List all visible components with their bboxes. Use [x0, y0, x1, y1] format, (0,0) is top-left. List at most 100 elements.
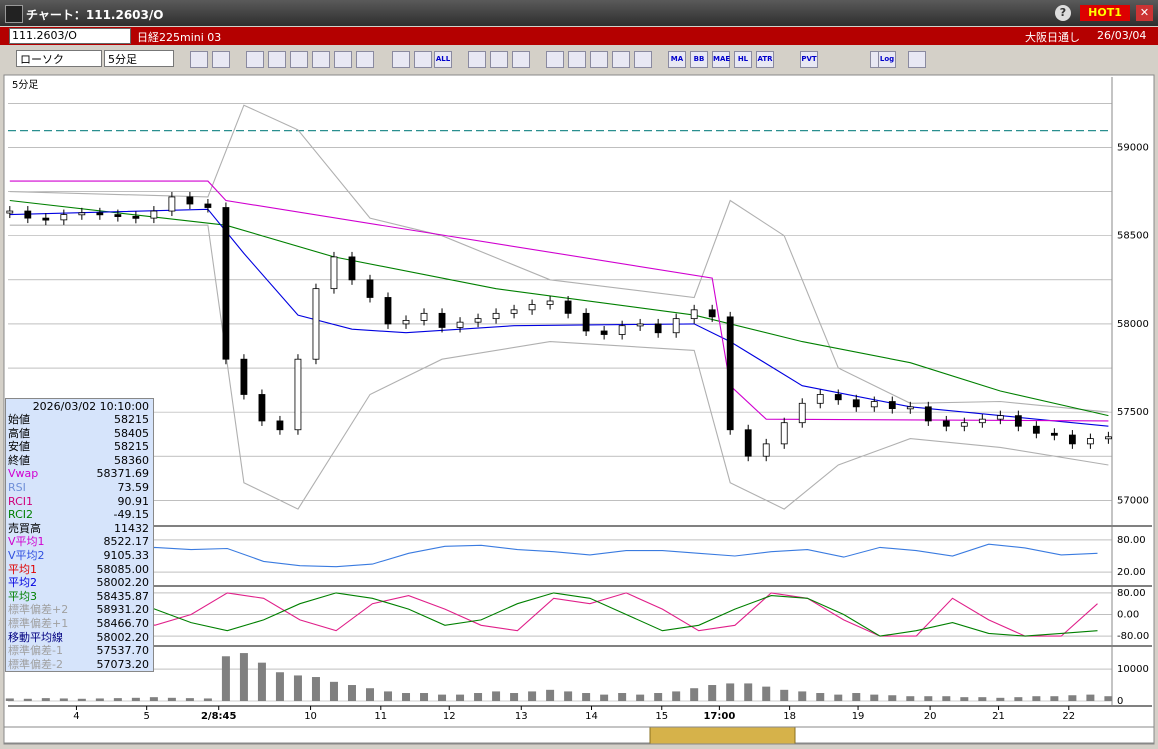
candle: [168, 196, 176, 212]
candle: [978, 418, 986, 424]
tool-button[interactable]: BB: [690, 51, 708, 68]
tool-button[interactable]: PVT: [800, 51, 818, 68]
candle: [564, 300, 572, 314]
tool-button[interactable]: [612, 51, 630, 68]
volume-bar: [5, 698, 14, 702]
symbol-input[interactable]: 111.2603/O: [9, 28, 131, 44]
volume-bar: [726, 683, 735, 702]
volume-bar: [924, 696, 933, 702]
volume-bar: [798, 691, 807, 702]
volume-bar: [564, 691, 573, 702]
info-label: 高値: [8, 426, 30, 440]
tool-button[interactable]: HL: [734, 51, 752, 68]
candle: [384, 297, 392, 325]
candle: [204, 203, 212, 208]
date: 26/03/04: [1097, 29, 1147, 42]
chart-frame: [3, 74, 1155, 744]
candle: [258, 394, 266, 422]
volume-bar: [636, 694, 645, 702]
info-label: 標準偏差+2: [8, 603, 69, 617]
chart-type-select[interactable]: ローソク: [16, 50, 102, 67]
candle: [1014, 415, 1022, 427]
candle: [312, 288, 320, 360]
scroll-thumb[interactable]: [649, 726, 796, 745]
tool-button[interactable]: [634, 51, 652, 68]
x-tick-label: 13: [515, 711, 528, 722]
candle: [330, 256, 338, 290]
info-label: 平均2: [8, 576, 37, 590]
tool-button[interactable]: [568, 51, 586, 68]
x-tick-label: 20: [924, 711, 937, 722]
tool-button[interactable]: [190, 51, 208, 68]
candle: [1068, 434, 1076, 445]
volume-bar: [95, 698, 104, 702]
tool-button[interactable]: [212, 51, 230, 68]
x-tick-label: 10: [304, 711, 317, 722]
help-button[interactable]: ?: [1055, 5, 1071, 21]
hot-badge[interactable]: HOT1: [1080, 5, 1130, 21]
tool-button[interactable]: [290, 51, 308, 68]
symbol-name: 日経225mini 03: [137, 31, 222, 44]
tool-button[interactable]: Log: [878, 51, 896, 68]
volume-bar: [203, 698, 212, 702]
candle: [348, 256, 356, 281]
tool-button[interactable]: [356, 51, 374, 68]
info-timestamp: 2026/03/02 10:10:00: [32, 400, 149, 413]
info-label: Vwap: [8, 467, 39, 481]
tool-button[interactable]: [246, 51, 264, 68]
volume-bar: [257, 662, 266, 702]
tool-button[interactable]: [268, 51, 286, 68]
tool-button[interactable]: [334, 51, 352, 68]
candle: [240, 358, 248, 395]
scrollbar[interactable]: [3, 726, 1155, 745]
candle: [1032, 425, 1040, 434]
close-button[interactable]: ✕: [1136, 5, 1153, 21]
info-value: 58002.20: [96, 576, 150, 590]
candle: [798, 402, 806, 424]
volume-bar: [690, 688, 699, 702]
volume-bar: [365, 688, 374, 702]
candle: [816, 394, 824, 404]
interval-select[interactable]: 5分足: [104, 50, 174, 67]
info-row: 売買高 11432: [8, 522, 151, 535]
info-label: V平均1: [8, 535, 45, 549]
tool-button[interactable]: [312, 51, 330, 68]
tool-button[interactable]: [512, 51, 530, 68]
tool-button[interactable]: [908, 51, 926, 68]
tool-button[interactable]: [392, 51, 410, 68]
candle: [888, 401, 896, 409]
x-tick-label: 5: [143, 711, 149, 722]
tool-button[interactable]: [546, 51, 564, 68]
candle: [294, 358, 302, 431]
volume-bar: [1068, 695, 1077, 702]
tool-button[interactable]: [490, 51, 508, 68]
x-tick-label: 22: [1062, 711, 1075, 722]
info-row: 安値 58215: [8, 440, 151, 453]
y-tick-label: 20.00: [1117, 567, 1146, 578]
info-row: 平均3 58435.87: [8, 590, 151, 603]
indicator-line: [9, 180, 1109, 422]
tool-button[interactable]: [468, 51, 486, 68]
tool-button[interactable]: ATR: [756, 51, 774, 68]
info-value: 57537.70: [96, 644, 150, 658]
info-label: 標準偏差-2: [8, 657, 63, 671]
volume-bar: [1086, 694, 1095, 702]
info-label: RCI1: [8, 494, 34, 508]
tool-button[interactable]: [590, 51, 608, 68]
volume-bar: [275, 672, 284, 702]
info-label: 平均1: [8, 562, 37, 576]
tool-button[interactable]: MAE: [712, 51, 730, 68]
tool-button[interactable]: ALL: [434, 51, 452, 68]
volume-bar: [672, 691, 681, 702]
candle: [744, 429, 752, 457]
info-row: V平均2 9105.33: [8, 549, 151, 562]
tool-button[interactable]: [414, 51, 432, 68]
panel-title: 5分足: [12, 79, 38, 91]
volume-bar: [888, 695, 897, 702]
tool-button[interactable]: MA: [668, 51, 686, 68]
candle: [96, 212, 104, 216]
candle: [222, 207, 230, 360]
y-tick-label: 10000: [1117, 664, 1149, 675]
info-label: 安値: [8, 440, 30, 454]
volume-bar: [654, 693, 663, 702]
